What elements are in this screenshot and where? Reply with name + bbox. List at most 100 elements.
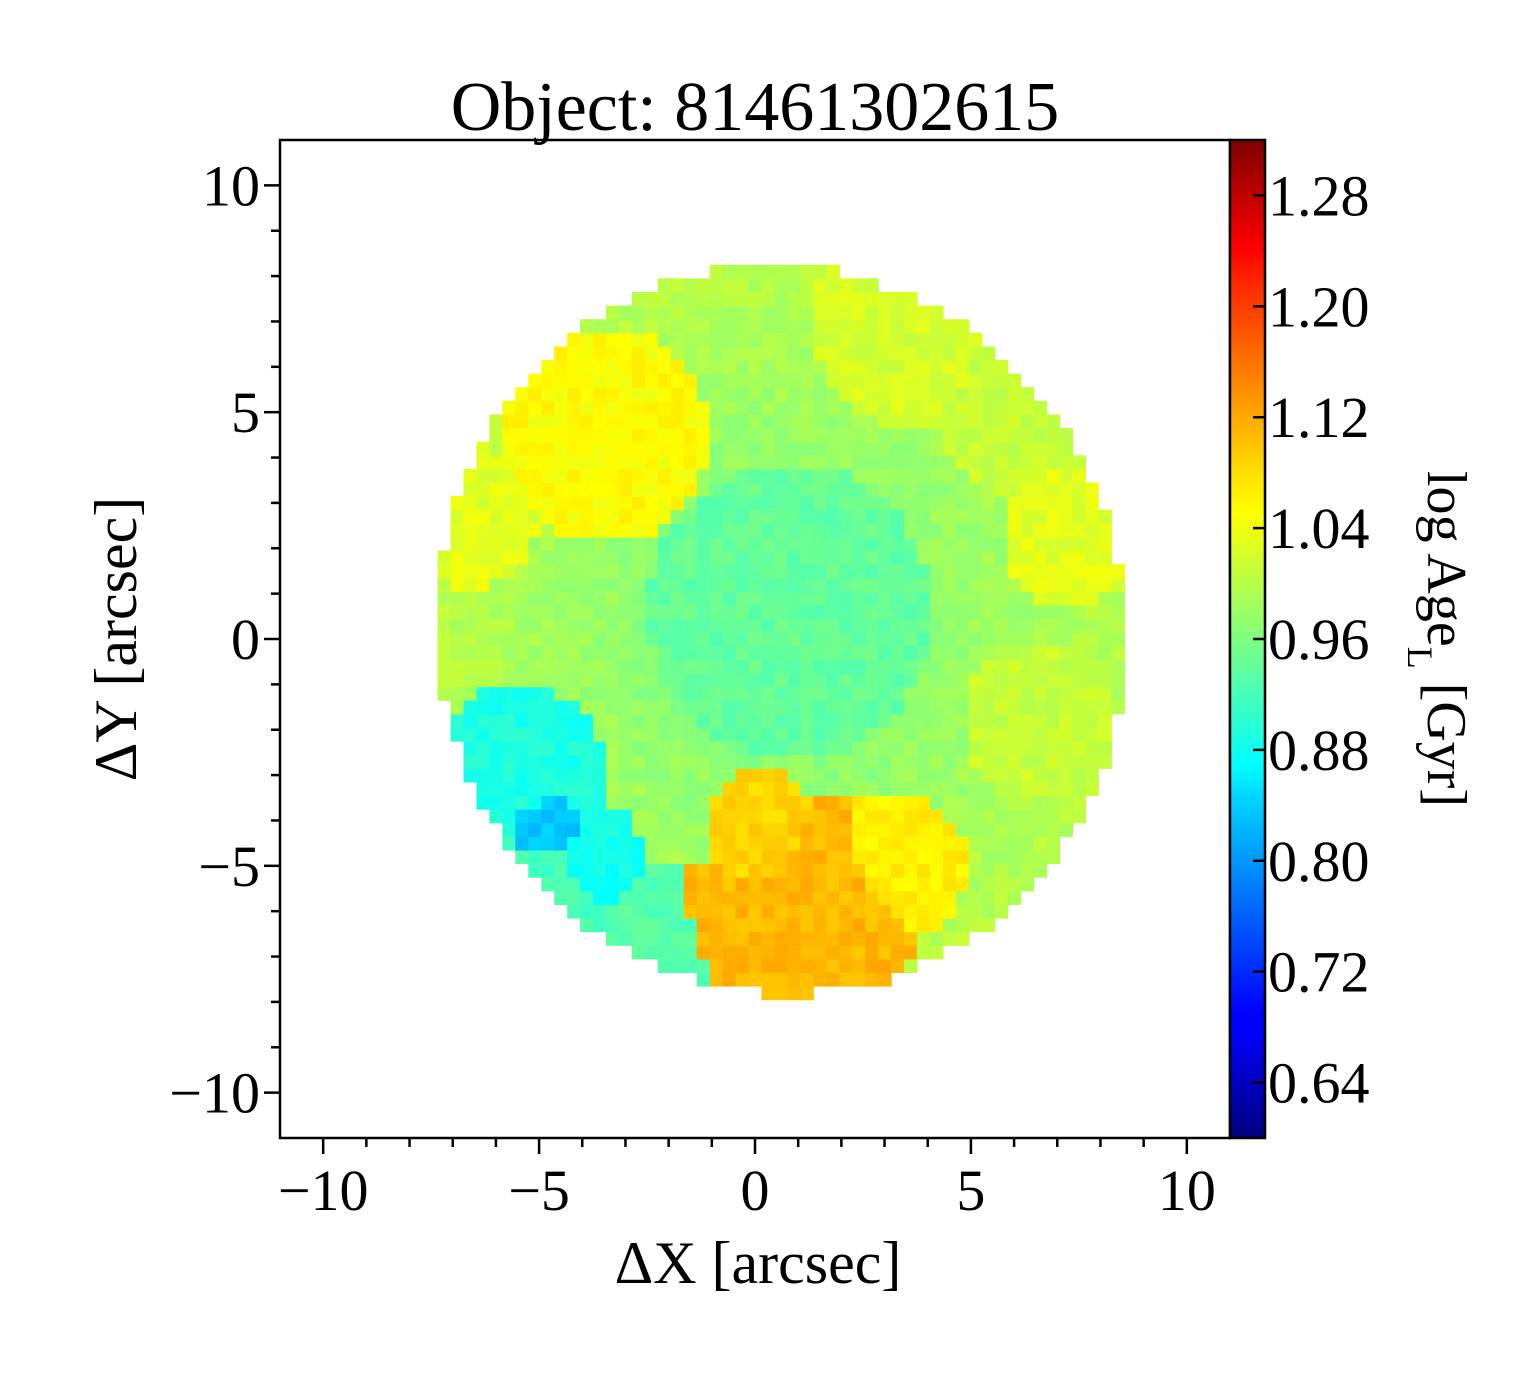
map-cell-2205 [1098, 754, 1112, 769]
map-cell-458 [606, 509, 620, 524]
map-cell-171 [515, 455, 529, 470]
map-cell-2173 [1072, 564, 1086, 579]
map-cell-1157 [787, 809, 801, 824]
map-cell-749 [683, 577, 698, 592]
map-cell-481 [619, 836, 633, 851]
map-cell-275 [554, 591, 568, 606]
map-cell-727 [683, 877, 698, 892]
map-cell-177 [528, 863, 542, 878]
map-cell-1280 [813, 591, 827, 606]
map-cell-1065 [761, 591, 776, 606]
map-cell-846 [709, 673, 724, 688]
map-cell-1957 [994, 673, 1009, 688]
map-cell-1834 [955, 564, 970, 579]
map-cell-110 [502, 822, 516, 837]
map-cell-1780 [942, 673, 957, 688]
map-cell-1167 [787, 673, 801, 688]
map-cell-1195 [787, 292, 801, 307]
map-cell-750 [683, 564, 698, 579]
map-cell-333 [567, 373, 581, 388]
map-cell-1470 [865, 863, 879, 878]
map-cell-1831 [955, 605, 970, 620]
map-cell-777 [696, 904, 711, 919]
map-cell-73 [476, 509, 491, 524]
map-cell-2207 [1098, 727, 1112, 742]
map-cell-1944 [994, 849, 1009, 865]
map-cell-1230 [800, 550, 814, 565]
map-cell-741 [683, 686, 698, 701]
map-cell-2089 [1033, 428, 1048, 443]
map-cell-1530 [878, 754, 892, 769]
map-cell-1098 [774, 877, 788, 892]
map-cell-223 [541, 754, 555, 769]
map-cell-335 [567, 346, 581, 361]
map-cell-1158 [787, 795, 801, 810]
map-cell-1634 [904, 700, 918, 715]
map-cell-1774 [942, 754, 957, 769]
map-cell-1648 [904, 509, 918, 524]
map-cell-1119 [774, 591, 788, 606]
map-cell-1145 [787, 972, 801, 987]
map-cell-48 [463, 509, 478, 524]
map-cell-2230 [1111, 618, 1125, 633]
map-cell-1973 [994, 455, 1009, 470]
map-cell-1753 [929, 400, 944, 415]
map-cell-737 [683, 741, 698, 756]
map-cell-347 [580, 781, 594, 797]
map-cell-529 [631, 836, 646, 851]
map-cell-2224 [1111, 700, 1125, 715]
map-cell-294 [567, 904, 581, 919]
map-cell-765 [683, 360, 698, 375]
map-cell-1018 [748, 496, 763, 511]
map-cell-308 [567, 713, 581, 729]
map-cell-2132 [1059, 727, 1073, 742]
map-cell-126 [502, 605, 516, 620]
map-cell-2093 [1046, 836, 1061, 851]
map-cell-702 [670, 523, 685, 538]
map-cell-885 [722, 863, 737, 878]
map-cell-672 [670, 931, 685, 946]
map-cell-805 [696, 523, 711, 538]
map-cell-1464 [865, 945, 879, 960]
map-cell-782 [696, 836, 711, 851]
map-cell-626 [657, 863, 672, 878]
map-cell-94 [489, 605, 503, 620]
map-cell-1905 [981, 809, 996, 824]
map-cell-1232 [800, 523, 814, 538]
map-cell-1653 [904, 441, 918, 456]
map-cell-2157 [1072, 781, 1086, 797]
map-cell-954 [735, 645, 750, 660]
map-cell-1423 [852, 795, 866, 810]
map-cell-61 [476, 673, 491, 688]
map-cell-2134 [1059, 700, 1073, 715]
map-cell-15 [450, 673, 465, 688]
map-cell-2183 [1085, 768, 1099, 783]
map-cell-345 [580, 809, 594, 824]
map-cell-1027 [748, 373, 763, 388]
map-cell-2137 [1059, 659, 1073, 674]
map-cell-1776 [942, 727, 957, 742]
map-cell-180 [528, 822, 542, 837]
map-cell-293 [554, 346, 568, 361]
map-cell-1703 [916, 428, 931, 443]
map-cell-1716 [929, 904, 944, 919]
map-cell-829 [709, 904, 724, 919]
map-cell-427 [606, 931, 620, 946]
map-cell-188 [528, 713, 542, 729]
map-cell-862 [709, 455, 724, 470]
map-cell-1286 [813, 509, 827, 524]
map-cell-1296 [813, 373, 827, 388]
map-cell-476 [619, 904, 633, 919]
map-cell-2178 [1072, 496, 1086, 511]
map-cell-1975 [994, 428, 1009, 443]
chart-title: Object: 81461302615 [451, 69, 1060, 146]
map-cell-1283 [813, 550, 827, 565]
map-cell-799 [696, 605, 711, 620]
map-cell-1206 [800, 877, 814, 892]
map-cell-856 [709, 536, 724, 552]
map-cell-200 [528, 550, 542, 565]
map-cell-1738 [929, 605, 944, 620]
map-cell-1020 [748, 468, 763, 484]
map-cell-291 [554, 373, 568, 388]
map-cell-1127 [774, 482, 788, 497]
